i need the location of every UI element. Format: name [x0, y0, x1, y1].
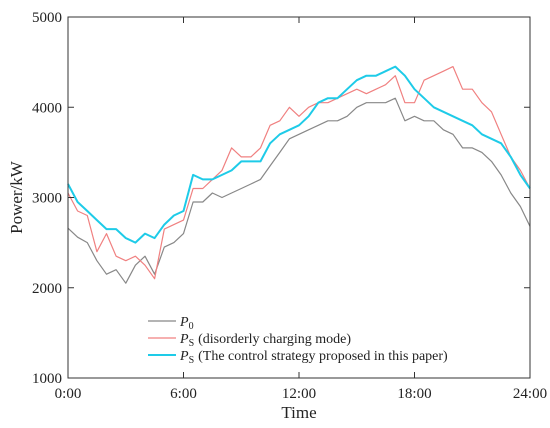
x-tick-label: 0:00 [55, 386, 82, 402]
plot-lines [67, 65, 531, 284]
series-line-2 [67, 65, 531, 244]
x-axis-title: Time [281, 403, 316, 422]
y-axis: 1000 2000 3000 4000 5000 [32, 10, 530, 387]
x-tick-label: 24:00 [513, 386, 547, 402]
y-tick-label: 1000 [32, 371, 62, 387]
y-tick-label: 2000 [32, 281, 62, 297]
y-tick-label: 5000 [32, 10, 62, 26]
y-axis-title: Power/kW [7, 160, 26, 234]
legend-label-1: PS (disorderly charging mode) [179, 332, 351, 349]
series-line-1 [67, 65, 531, 280]
series-line-0 [67, 97, 531, 284]
x-tick-label: 12:00 [282, 386, 316, 402]
plot-frame [67, 16, 531, 379]
x-tick-label: 18:00 [397, 386, 431, 402]
legend-label-2: PS (The control strategy proposed in this… [179, 349, 448, 366]
x-axis: 0:00 6:00 12:00 18:00 24:00 [55, 17, 547, 402]
y-tick-label: 4000 [32, 100, 62, 116]
legend-label-0: P0 [179, 315, 194, 332]
x-tick-label: 6:00 [170, 386, 197, 402]
y-tick-label: 3000 [32, 191, 62, 207]
